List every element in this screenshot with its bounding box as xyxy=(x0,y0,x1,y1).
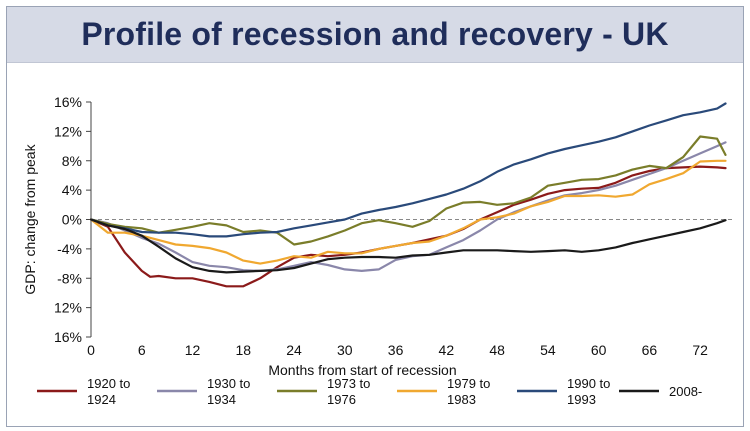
chart-frame: Profile of recession and recovery - UK 1… xyxy=(6,6,744,427)
y-tick-label: -4% xyxy=(57,241,82,257)
series-line-4 xyxy=(89,159,727,265)
line-chart: 16% 12% 8% 4% 0% -4% -8% 12% 16% 0 6 12 18 24 30 36 42 48… xyxy=(22,94,734,407)
series-line-2 xyxy=(89,141,727,272)
x-tick-label: 66 xyxy=(642,342,658,358)
y-tick-label: 16% xyxy=(54,329,82,345)
series-line-5 xyxy=(89,102,727,238)
x-tick-label: 18 xyxy=(236,342,252,358)
x-tick-label: 42 xyxy=(439,342,455,358)
x-tick-label: 54 xyxy=(540,342,556,358)
legend-label-line1: 1930 to xyxy=(207,376,250,391)
title-bar: Profile of recession and recovery - UK xyxy=(7,7,743,63)
y-tick-label: -8% xyxy=(57,270,82,286)
legend-label-line2: 1993 xyxy=(567,392,596,407)
y-tick-label: 8% xyxy=(62,153,82,169)
x-tick-label: 60 xyxy=(591,342,607,358)
legend-label-line1: 1973 to xyxy=(327,376,370,391)
x-tick-label: 0 xyxy=(87,342,95,358)
legend-label-line2: 1924 xyxy=(87,392,116,407)
legend-label-line2: 1976 xyxy=(327,392,356,407)
y-tick-label: 0% xyxy=(62,212,82,228)
x-tick-label: 6 xyxy=(138,342,146,358)
series-line-3 xyxy=(89,135,727,246)
x-axis-label: Months from start of recession xyxy=(268,362,456,378)
x-tick-label: 24 xyxy=(286,342,302,358)
y-tick-label: 12% xyxy=(54,300,82,316)
legend-label-line1: 1920 to xyxy=(87,376,130,391)
legend-label-line2: 1983 xyxy=(447,392,476,407)
chart-title: Profile of recession and recovery - UK xyxy=(81,16,669,52)
series-line-6 xyxy=(89,218,727,274)
x-tick-label: 48 xyxy=(489,342,505,358)
y-axis-label: GDP: change from peak xyxy=(22,143,38,294)
x-tick-label: 72 xyxy=(692,342,708,358)
legend-label-line2: 1934 xyxy=(207,392,236,407)
legend-label-line1: 1990 to xyxy=(567,376,610,391)
y-tick-label: 16% xyxy=(54,94,82,110)
legend-label-line1: 2008- xyxy=(669,384,702,399)
x-tick-label: 36 xyxy=(388,342,404,358)
x-tick-label: 30 xyxy=(337,342,353,358)
x-tick-label: 12 xyxy=(185,342,201,358)
legend-label-line1: 1979 to xyxy=(447,376,490,391)
y-tick-label: 4% xyxy=(62,182,82,198)
y-tick-label: 12% xyxy=(54,123,82,139)
